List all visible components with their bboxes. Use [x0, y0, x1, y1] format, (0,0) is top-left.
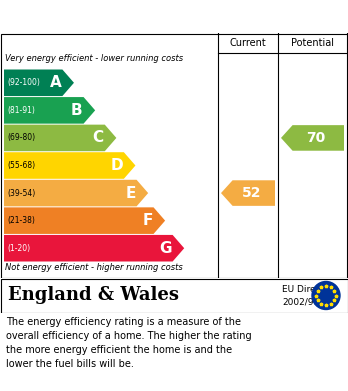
Text: B: B — [71, 103, 82, 118]
Polygon shape — [4, 97, 95, 124]
Text: (1-20): (1-20) — [7, 244, 30, 253]
Text: 70: 70 — [306, 131, 326, 145]
Text: (92-100): (92-100) — [7, 78, 40, 87]
Text: D: D — [110, 158, 123, 173]
Text: Current: Current — [230, 38, 266, 48]
Text: Very energy efficient - lower running costs: Very energy efficient - lower running co… — [5, 54, 183, 63]
Text: Potential: Potential — [291, 38, 334, 48]
Text: G: G — [159, 241, 172, 256]
Polygon shape — [4, 180, 148, 206]
Circle shape — [312, 282, 340, 310]
Text: 52: 52 — [242, 186, 261, 200]
Text: The energy efficiency rating is a measure of the
overall efficiency of a home. T: The energy efficiency rating is a measur… — [6, 317, 252, 369]
Polygon shape — [4, 235, 184, 262]
Text: Energy Efficiency Rating: Energy Efficiency Rating — [69, 9, 279, 24]
Text: (39-54): (39-54) — [7, 188, 35, 197]
Polygon shape — [221, 180, 275, 206]
Text: Not energy efficient - higher running costs: Not energy efficient - higher running co… — [5, 263, 183, 272]
Polygon shape — [4, 70, 74, 96]
Text: F: F — [142, 213, 152, 228]
Text: England & Wales: England & Wales — [8, 287, 179, 305]
Text: A: A — [50, 75, 61, 90]
Polygon shape — [4, 152, 135, 179]
Text: (21-38): (21-38) — [7, 216, 35, 225]
Text: (55-68): (55-68) — [7, 161, 35, 170]
Text: E: E — [125, 186, 136, 201]
Text: (69-80): (69-80) — [7, 133, 35, 142]
Polygon shape — [4, 125, 116, 151]
Text: (81-91): (81-91) — [7, 106, 35, 115]
Text: EU Directive
2002/91/EC: EU Directive 2002/91/EC — [282, 285, 338, 306]
Polygon shape — [281, 125, 344, 151]
Polygon shape — [4, 207, 165, 234]
Text: C: C — [93, 131, 104, 145]
